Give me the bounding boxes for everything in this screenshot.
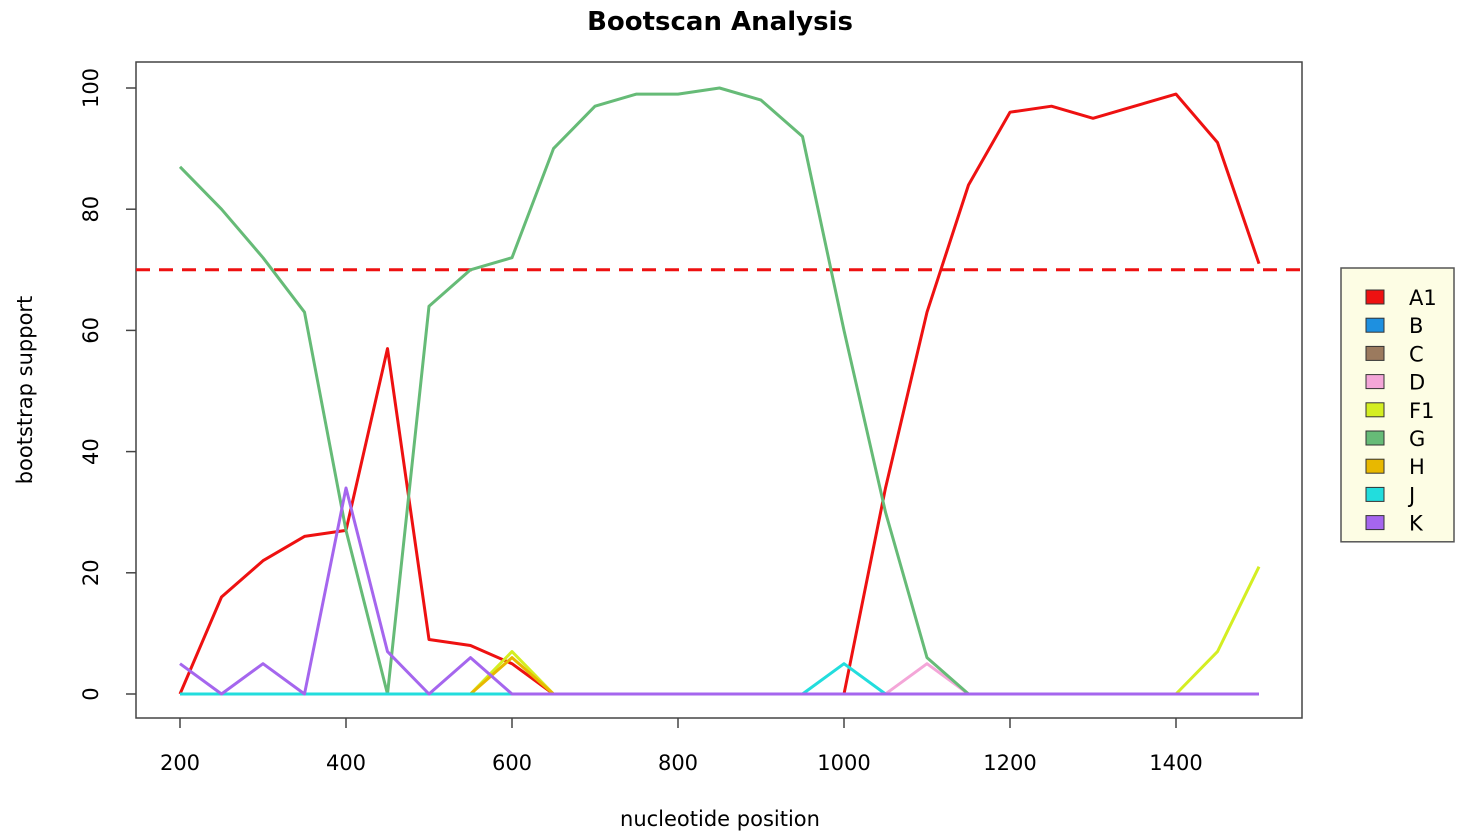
y-tick-label: 80 — [79, 196, 103, 223]
legend-label-d: D — [1409, 371, 1425, 395]
series-line-g — [178, 86, 1259, 696]
legend-swatch-j — [1365, 486, 1385, 502]
legend-swatch-b — [1365, 317, 1385, 333]
legend-swatch-g — [1365, 430, 1385, 446]
chart-title: Bootscan Analysis — [587, 7, 853, 37]
legend-label-h: H — [1409, 455, 1425, 479]
plot-frame — [135, 61, 1303, 719]
y-axis-label: bootstrap support — [13, 296, 37, 485]
x-tick-label: 1400 — [1149, 751, 1202, 775]
y-tick-label: 60 — [79, 317, 103, 344]
series-line-h — [180, 656, 1259, 696]
legend-label-k: K — [1409, 512, 1424, 536]
x-tick-label: 600 — [492, 751, 532, 775]
series-line-k — [179, 486, 1259, 696]
series-line-d — [180, 662, 1259, 696]
x-tick-label: 200 — [160, 751, 200, 775]
legend-swatch-f1 — [1365, 402, 1385, 418]
y-tick-label: 0 — [79, 687, 103, 700]
legend-label-g: G — [1409, 427, 1425, 451]
legend-swatch-k — [1365, 515, 1385, 531]
y-tick-label: 100 — [79, 68, 103, 108]
legend-swatch-c — [1365, 345, 1385, 361]
series-line-j — [180, 662, 1259, 696]
legend-label-b: B — [1409, 314, 1423, 338]
series-line-a1 — [178, 92, 1261, 696]
x-axis-label: nucleotide position — [620, 807, 820, 831]
legend-swatch-a1 — [1365, 289, 1385, 305]
legend-label-f1: F1 — [1409, 399, 1434, 423]
legend-box — [1340, 267, 1455, 543]
x-tick-label: 1000 — [817, 751, 870, 775]
x-tick-label: 800 — [658, 751, 698, 775]
legend-label-j: J — [1407, 483, 1415, 507]
x-tick-label: 400 — [326, 751, 366, 775]
y-tick-label: 20 — [79, 559, 103, 586]
series-line-f1 — [180, 566, 1261, 696]
legend-swatch-h — [1365, 458, 1385, 474]
legend-label-c: C — [1409, 342, 1424, 366]
legend-label-a1: A1 — [1409, 286, 1437, 310]
y-tick-label: 40 — [79, 438, 103, 465]
x-tick-label: 1200 — [983, 751, 1036, 775]
legend-swatch-d — [1365, 374, 1385, 390]
